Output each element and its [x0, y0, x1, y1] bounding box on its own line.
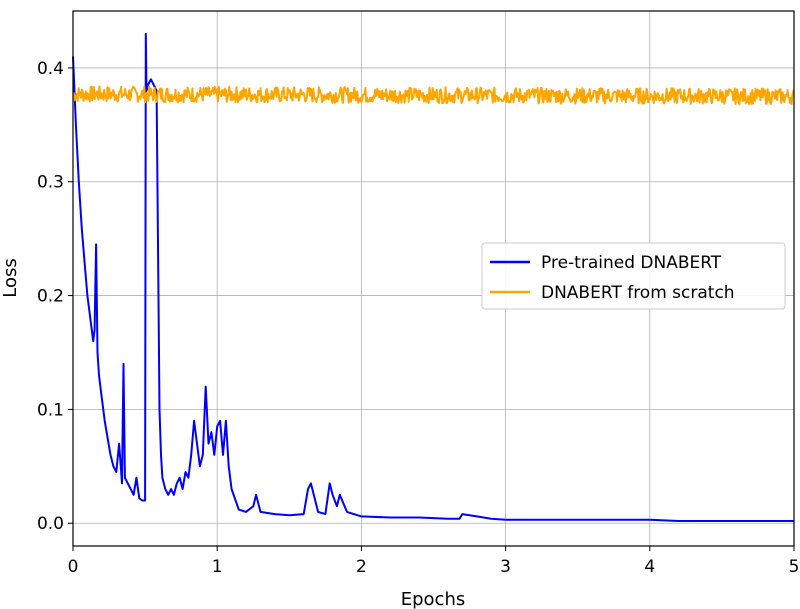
x-tick-label: 2: [356, 557, 367, 577]
legend-label-scratch: DNABERT from scratch: [541, 283, 735, 303]
x-tick-label: 1: [212, 557, 223, 577]
y-tick-label: 0.4: [37, 59, 64, 79]
x-tick-label: 3: [500, 557, 511, 577]
plot-lines: [72, 32, 795, 522]
y-tick-label: 0.1: [37, 400, 64, 420]
legend-label-pretrained: Pre-trained DNABERT: [541, 253, 722, 273]
ticks: 0 1 2 3 4 5 0.0 0.1 0.2 0.3 0.4: [37, 59, 799, 577]
legend-box: [481, 242, 786, 310]
plot-frame: [72, 10, 795, 547]
series-line-pretrained: [72, 32, 794, 522]
x-tick-label: 5: [789, 557, 800, 577]
y-tick-label: 0.3: [37, 173, 64, 193]
y-axis-label: Loss: [0, 258, 21, 297]
y-tick-label: 0.2: [37, 287, 64, 307]
legend: Pre-trained DNABERT DNABERT from scratch: [481, 242, 786, 310]
x-axis-label: Epochs: [401, 589, 466, 609]
x-tick-label: 0: [68, 557, 79, 577]
series-line-scratch: [72, 85, 795, 106]
y-tick-label: 0.0: [37, 514, 64, 534]
x-tick-label: 4: [644, 557, 655, 577]
